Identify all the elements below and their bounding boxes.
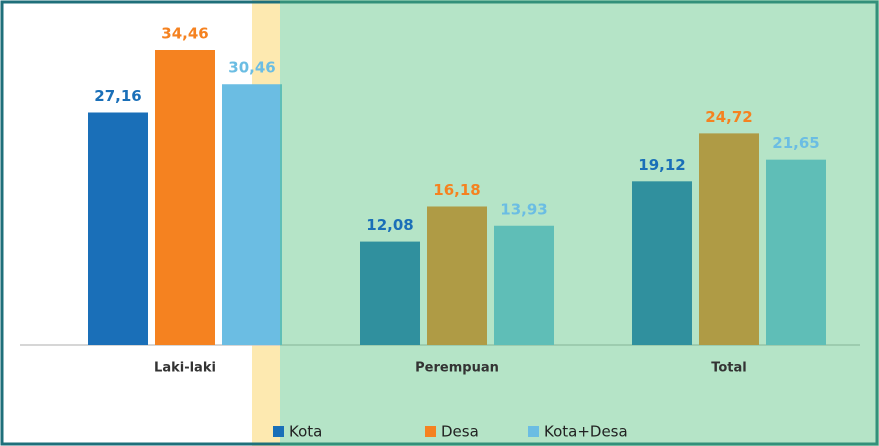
x-tick-label: Perempuan	[415, 361, 499, 376]
x-tick-label: Laki-laki	[154, 361, 216, 376]
bar	[360, 241, 420, 345]
bar	[155, 50, 215, 345]
data-label: 27,16	[94, 87, 141, 105]
data-label: 34,46	[161, 25, 208, 43]
overlay-green	[280, 0, 879, 446]
legend-label: Kota+Desa	[544, 423, 628, 441]
x-tick-label: Total	[711, 361, 747, 376]
legend-swatch	[528, 426, 539, 437]
data-label: 30,46	[228, 59, 275, 77]
data-label: 24,72	[705, 108, 752, 126]
bar	[222, 84, 282, 345]
bar	[766, 159, 826, 345]
bar	[88, 112, 148, 346]
bar	[494, 225, 554, 345]
data-label: 19,12	[638, 156, 685, 174]
bar	[632, 181, 692, 345]
bar	[699, 133, 759, 345]
legend-swatch	[425, 426, 436, 437]
legend-swatch	[273, 426, 284, 437]
bar	[427, 206, 487, 345]
plot	[20, 50, 860, 346]
data-label: 13,93	[500, 200, 547, 218]
labels: Laki-laki 27,16 34,46 30,46 Perempuan 12,08 16…	[94, 25, 819, 441]
data-label: 12,08	[366, 216, 413, 234]
legend-label: Kota	[289, 423, 322, 441]
data-label: 21,65	[772, 134, 819, 152]
data-label: 16,18	[433, 181, 480, 199]
legend-label: Desa	[441, 423, 479, 441]
